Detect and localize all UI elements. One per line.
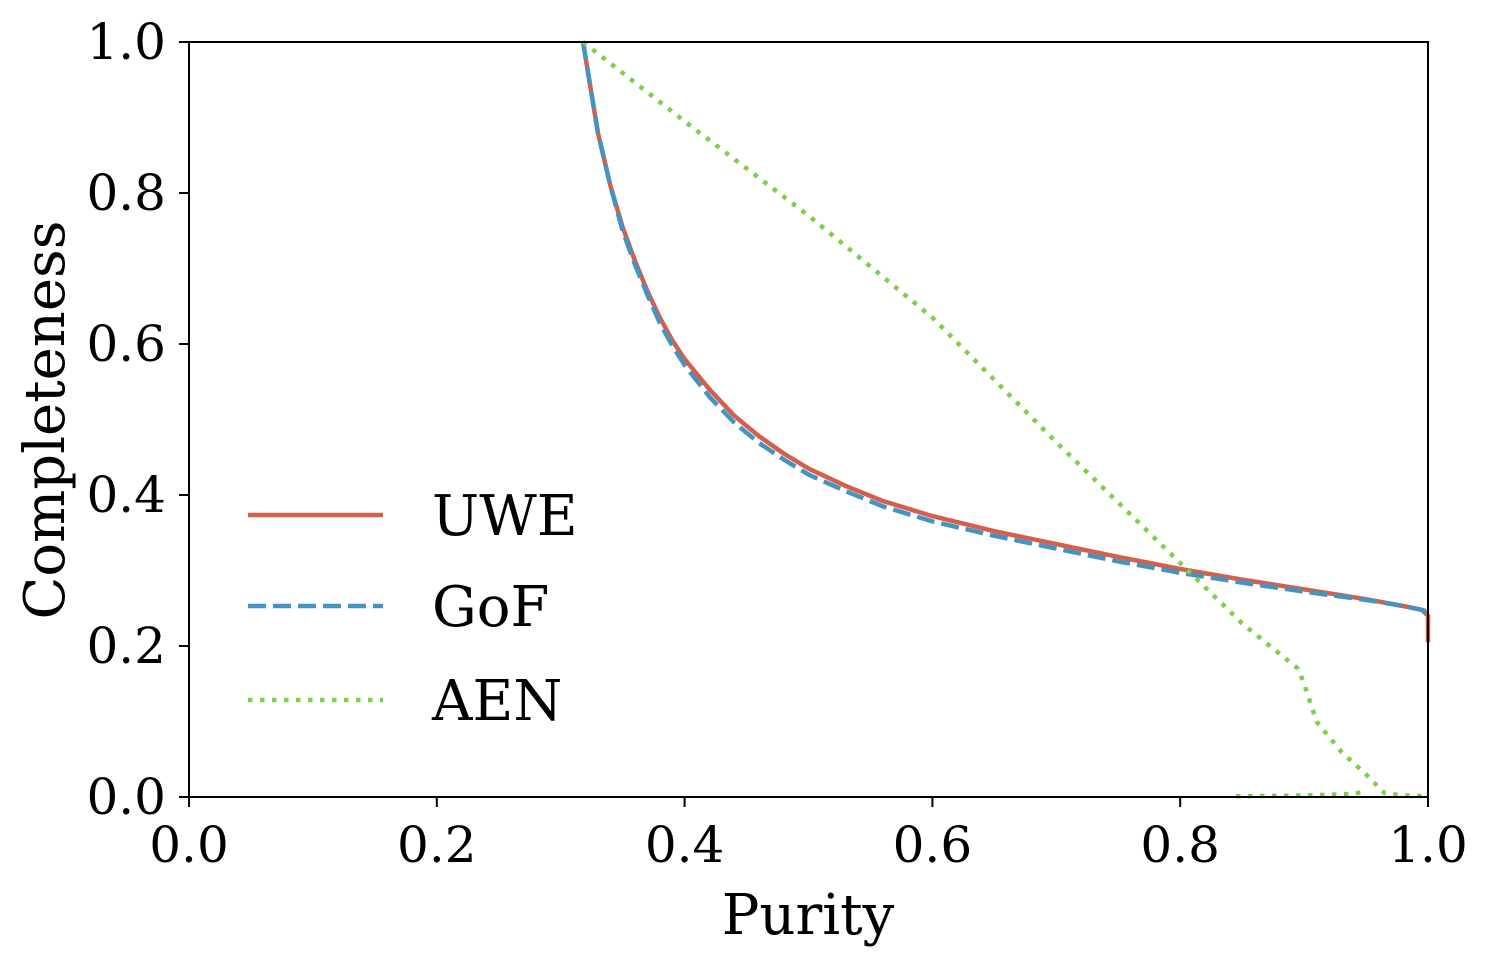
x-tick-label: 0.6 xyxy=(893,816,973,874)
y-tick-label: 0.2 xyxy=(86,617,166,675)
y-tick-label: 0.4 xyxy=(86,466,166,524)
x-tick-label: 0.8 xyxy=(1140,816,1220,874)
x-tick-label: 1.0 xyxy=(1388,816,1468,874)
x-tick-label: 0.4 xyxy=(645,816,725,874)
y-tick-label: 0.6 xyxy=(86,315,166,373)
y-tick-label: 0.0 xyxy=(86,768,166,826)
x-tick-label: 0.0 xyxy=(149,816,229,874)
y-tick-label: 1.0 xyxy=(86,13,166,71)
legend-label-aen: AEN xyxy=(431,669,562,734)
series-line-aen-tail xyxy=(1235,788,1367,799)
legend-label-uwe: UWE xyxy=(432,484,578,549)
ticks-layer: 0.0 0.2 0.4 0.6 0.8 1.0 0.0 0.2 0.4 0.6 0.8 1.0 xyxy=(86,13,1467,874)
series-layer xyxy=(580,40,1431,799)
legend-label-gof: GoF xyxy=(432,575,549,640)
legend: UWE GoF AEN xyxy=(248,484,578,734)
plot-frame xyxy=(188,41,1429,798)
y-tick-label: 0.8 xyxy=(86,164,166,222)
x-tick-label: 0.2 xyxy=(397,816,477,874)
y-axis-label: Completeness xyxy=(13,221,78,620)
x-axis-label: Purity xyxy=(722,883,895,948)
series-line-aen xyxy=(581,40,1429,799)
series-line-gof xyxy=(580,41,1429,615)
